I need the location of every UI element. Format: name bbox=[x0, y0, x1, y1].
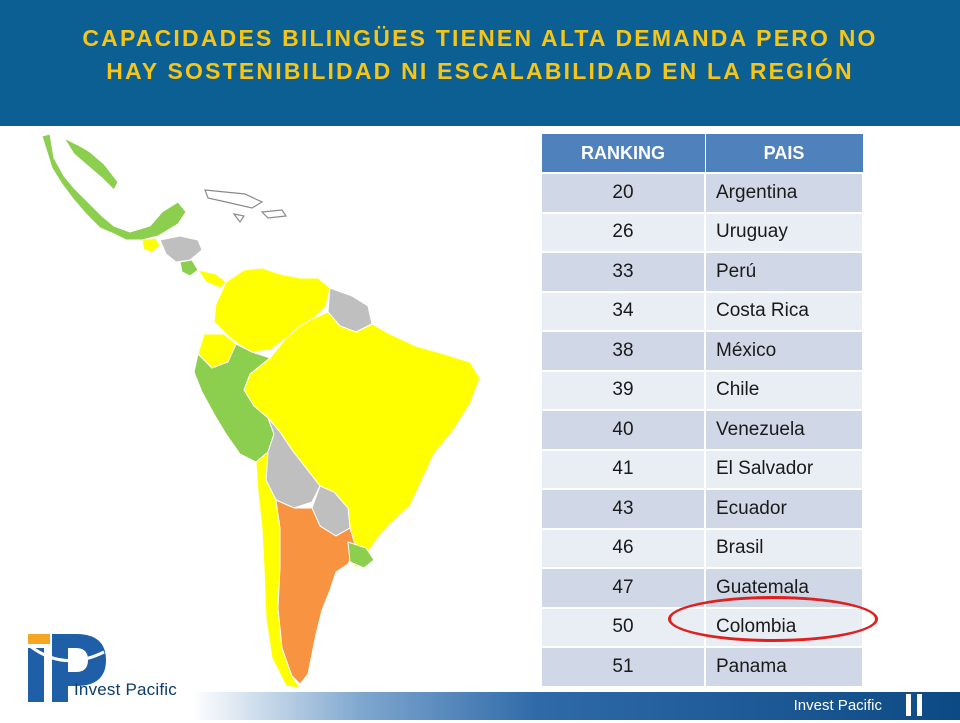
country-cell: México bbox=[704, 330, 864, 372]
map-mexico bbox=[41, 133, 187, 241]
latin-america-map bbox=[30, 128, 530, 698]
table-header-row: RANKING PAIS bbox=[540, 133, 864, 174]
table-row: 38 México bbox=[540, 330, 864, 372]
rank-cell: 41 bbox=[540, 448, 706, 490]
rank-cell: 40 bbox=[540, 409, 706, 451]
country-cell: El Salvador bbox=[704, 448, 864, 490]
rank-cell: 33 bbox=[540, 251, 706, 293]
map-guatemala bbox=[141, 237, 161, 253]
country-cell: Uruguay bbox=[704, 211, 864, 253]
country-cell: Argentina bbox=[704, 172, 864, 214]
rank-cell: 20 bbox=[540, 172, 706, 214]
rank-cell: 43 bbox=[540, 488, 706, 530]
country-cell: Ecuador bbox=[704, 488, 864, 530]
table-row: 39 Chile bbox=[540, 369, 864, 411]
colombia-highlight-circle bbox=[668, 596, 878, 642]
table-row: 41 El Salvador bbox=[540, 448, 864, 490]
header-pais: PAIS bbox=[704, 133, 864, 174]
map-costa-rica bbox=[179, 259, 199, 277]
footer-brand-text: Invest Pacific bbox=[793, 697, 882, 714]
rank-cell: 51 bbox=[540, 646, 706, 688]
slide-title: CAPACIDADES BILINGÜES TIENEN ALTA DEMAND… bbox=[0, 22, 960, 88]
header-ranking: RANKING bbox=[540, 133, 706, 174]
map-argentina bbox=[275, 499, 357, 685]
map-uruguay bbox=[347, 541, 375, 569]
rank-cell: 26 bbox=[540, 211, 706, 253]
map-bolivia bbox=[265, 417, 321, 509]
rank-cell: 34 bbox=[540, 290, 706, 332]
map-panama bbox=[196, 269, 227, 289]
country-cell: Chile bbox=[704, 369, 864, 411]
country-cell: Perú bbox=[704, 251, 864, 293]
table-row: 47 Guatemala bbox=[540, 567, 864, 609]
table-row: 43 Ecuador bbox=[540, 488, 864, 530]
map-central-america bbox=[159, 235, 203, 263]
table-row: 51 Panama bbox=[540, 646, 864, 688]
country-cell: Panama bbox=[704, 646, 864, 688]
rank-cell: 46 bbox=[540, 527, 706, 569]
country-cell: Venezuela bbox=[704, 409, 864, 451]
map-caribbean-islands bbox=[204, 189, 288, 224]
rank-cell: 38 bbox=[540, 330, 706, 372]
table-row: 46 Brasil bbox=[540, 527, 864, 569]
footer-bars-icon bbox=[904, 692, 926, 718]
title-banner: CAPACIDADES BILINGÜES TIENEN ALTA DEMAND… bbox=[0, 0, 960, 126]
country-cell: Brasil bbox=[704, 527, 864, 569]
rank-cell: 39 bbox=[540, 369, 706, 411]
country-cell: Costa Rica bbox=[704, 290, 864, 332]
table-row: 33 Perú bbox=[540, 251, 864, 293]
footer-bar bbox=[192, 692, 960, 720]
logo-icon bbox=[28, 634, 106, 702]
table-row: 40 Venezuela bbox=[540, 409, 864, 451]
invest-pacific-logo bbox=[24, 632, 184, 708]
title-line-1: CAPACIDADES BILINGÜES TIENEN ALTA DEMAND… bbox=[82, 25, 878, 51]
table-row: 26 Uruguay bbox=[540, 211, 864, 253]
logo-text: Invest Pacific bbox=[74, 680, 177, 699]
title-line-2: HAY SOSTENIBILIDAD NI ESCALABILIDAD EN L… bbox=[106, 58, 854, 84]
table-row: 20 Argentina bbox=[540, 172, 864, 214]
rank-cell: 47 bbox=[540, 567, 706, 609]
table-row: 34 Costa Rica bbox=[540, 290, 864, 332]
